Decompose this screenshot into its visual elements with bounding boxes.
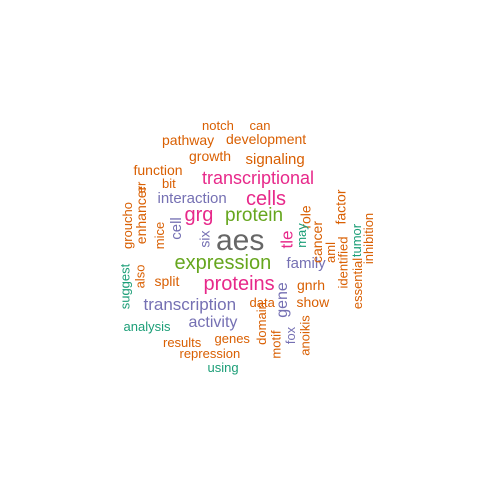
word-can: can bbox=[249, 117, 271, 133]
word-aes: aes bbox=[216, 224, 265, 257]
word-aml: aml bbox=[322, 241, 338, 263]
word-groucho: groucho bbox=[119, 201, 135, 249]
word-transcriptional: transcriptional bbox=[202, 168, 315, 188]
word-essential: essential bbox=[349, 257, 365, 309]
word-inhibition: inhibition bbox=[360, 212, 376, 264]
word-protein: protein bbox=[225, 204, 284, 226]
word-signaling: signaling bbox=[245, 150, 305, 168]
word-er: er bbox=[133, 181, 149, 193]
word-gnrh: gnrh bbox=[297, 277, 326, 293]
word-genes: genes bbox=[214, 330, 250, 346]
word-gene: gene bbox=[273, 282, 291, 318]
word-results: results bbox=[163, 334, 202, 350]
word-expression: expression bbox=[174, 252, 272, 274]
word-anoikis: anoikis bbox=[297, 314, 313, 356]
word-development: development bbox=[226, 131, 307, 147]
word-bit: bit bbox=[162, 175, 176, 191]
word-six: six bbox=[196, 230, 213, 248]
word-repression: repression bbox=[179, 345, 241, 361]
word-identified: identified bbox=[335, 235, 351, 289]
word-notch: notch bbox=[202, 117, 234, 133]
word-mice: mice bbox=[151, 221, 167, 249]
word-activity: activity bbox=[188, 314, 238, 331]
word-pathway: pathway bbox=[162, 132, 215, 148]
word-transcription: transcription bbox=[143, 294, 237, 314]
word-factor: factor bbox=[332, 189, 349, 225]
word-enhancer: enhancer bbox=[133, 185, 150, 245]
word-using: using bbox=[207, 359, 239, 375]
word-growth: growth bbox=[189, 148, 232, 164]
word-family: family bbox=[286, 254, 326, 272]
word-cells: cells bbox=[246, 188, 287, 210]
word-may: may bbox=[293, 222, 309, 248]
word-suggest: suggest bbox=[117, 263, 133, 309]
word-fox: fox bbox=[282, 326, 298, 344]
word-domain: domain bbox=[253, 301, 269, 345]
word-proteins: proteins bbox=[203, 273, 275, 295]
word-also: also bbox=[132, 264, 148, 288]
word-interaction: interaction bbox=[157, 189, 227, 207]
word-function: function bbox=[133, 162, 183, 178]
word-motif: motif bbox=[268, 329, 284, 359]
word-grg: grg bbox=[184, 204, 214, 226]
word-split: split bbox=[154, 273, 180, 289]
word-cell: cell bbox=[167, 216, 185, 240]
word-analysis: analysis bbox=[123, 318, 171, 334]
word-show: show bbox=[296, 294, 330, 310]
word-data: data bbox=[249, 294, 275, 310]
